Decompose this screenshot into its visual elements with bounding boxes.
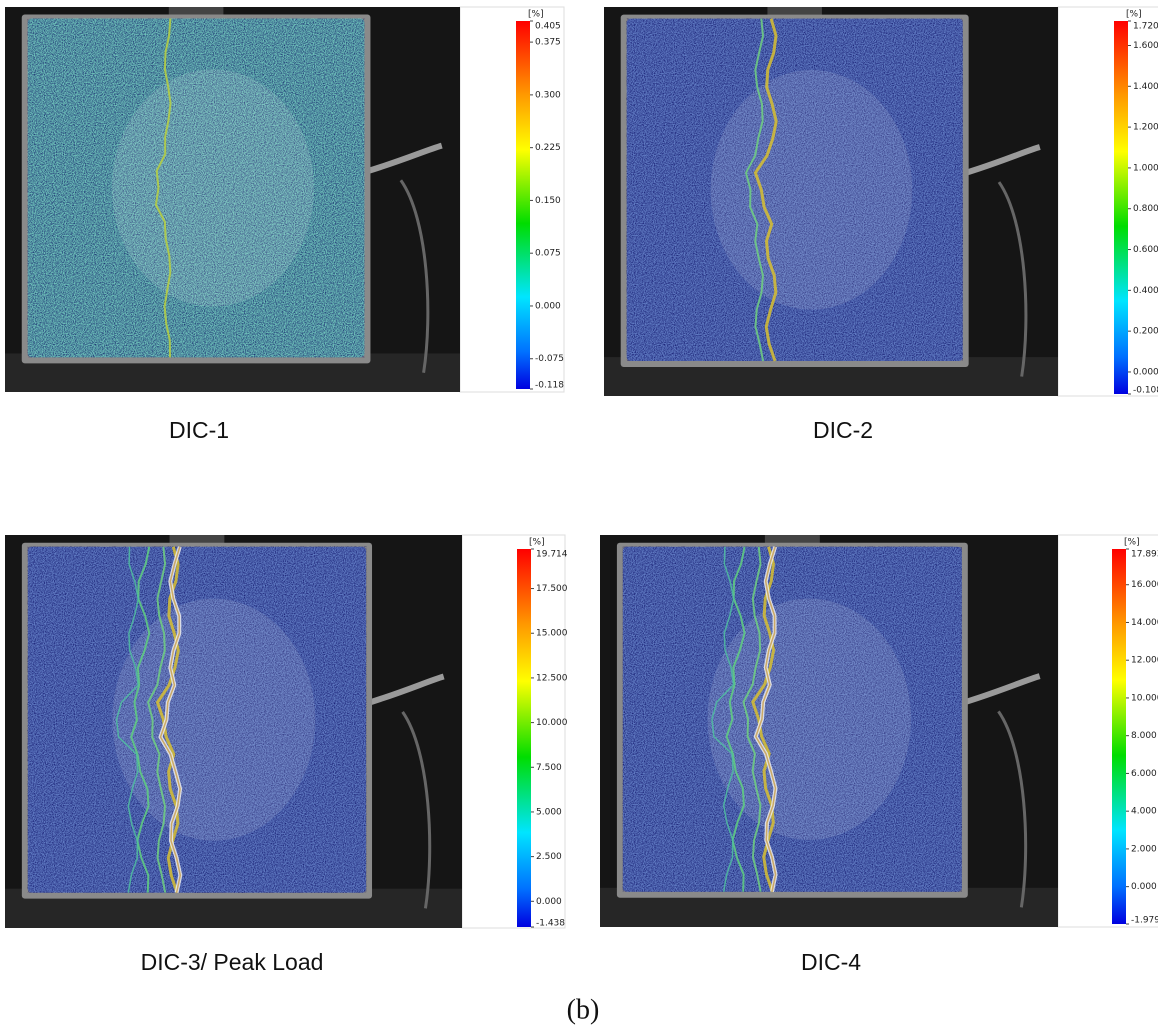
colorbar-tick-label: 0.000: [536, 897, 562, 907]
colorbar-tick-label: -1.979: [1131, 916, 1158, 926]
support-top: [764, 535, 820, 547]
crack: [725, 546, 746, 892]
highlight: [111, 69, 314, 307]
panel: [%] 17.893 16.000 14.000 12.000 10.000 8.000 6.…: [600, 534, 1158, 975]
crack: [744, 18, 765, 362]
crack: [159, 546, 182, 893]
panel: [%] 19.714 17.500 15.000 12.500 10.000 7.500 5.…: [5, 534, 568, 975]
crack: [115, 546, 140, 893]
crack: [711, 546, 735, 892]
colorbar-tick-label: 2.000: [1131, 844, 1157, 854]
colorbar: [516, 21, 530, 389]
colorbar-tick-label: 10.000: [536, 718, 568, 728]
colorbar-tick-label: 17.893: [1131, 550, 1158, 560]
speckle: [626, 18, 963, 361]
support-top: [168, 7, 224, 19]
colorbar-unit: [%]: [528, 10, 544, 20]
highlight: [710, 70, 913, 310]
colorbar-area: [459, 6, 565, 393]
crack: [754, 546, 777, 892]
crack: [154, 18, 172, 358]
highlight: [707, 598, 911, 840]
panel-caption: DIC-2: [813, 417, 873, 443]
colorbar-tick-label: 0.000: [1133, 367, 1158, 377]
colorbar-unit: [%]: [1126, 10, 1142, 20]
colorbar-tick-label: 1.200: [1133, 123, 1158, 133]
colorbar-tick-label: 7.500: [536, 763, 562, 773]
colorbar-unit: [%]: [1124, 538, 1140, 548]
speckle: [27, 546, 367, 893]
colorbar-tick-label: 0.150: [535, 196, 561, 206]
colorbar-area: [461, 534, 566, 929]
colorbar-tick-label: 12.500: [536, 673, 568, 683]
colorbar-tick-label: 6.000: [1131, 769, 1157, 779]
figure-label: (b): [567, 994, 600, 1025]
colorbar-tick-label: 4.000: [1131, 807, 1157, 817]
colorbar-tick-label: 16.000: [1131, 580, 1158, 590]
colorbar-tick-label: 1.600: [1133, 41, 1158, 51]
colorbar: [1114, 21, 1128, 394]
speckle: [27, 18, 365, 358]
colorbar-tick-label: -0.108: [1133, 386, 1158, 396]
colorbar-tick-label: 0.400: [1133, 286, 1158, 296]
colorbar-tick-label: 17.500: [536, 584, 568, 594]
speckle: [622, 546, 962, 892]
cable: [997, 710, 1028, 908]
panel: [%] 0.405 0.375 0.300 0.225 0.150 0.075 0.000 -0…: [5, 6, 565, 443]
panel-caption: DIC-3/ Peak Load: [141, 949, 324, 975]
colorbar-tick-label: 14.000: [1131, 618, 1158, 628]
colorbar-tick-label: 12.000: [1131, 656, 1158, 666]
colorbar-tick-label: 5.000: [536, 807, 562, 817]
colorbar-area: [1057, 6, 1158, 397]
colorbar-tick-label: 0.075: [535, 249, 561, 259]
colorbar-tick-label: -0.075: [535, 354, 564, 364]
support-top: [767, 7, 822, 19]
colorbar-tick-label: 0.375: [535, 38, 561, 48]
colorbar-tick-label: 10.000: [1131, 693, 1158, 703]
colorbar-area: [1057, 534, 1158, 928]
panel-caption: DIC-1: [169, 417, 229, 443]
highlight: [112, 598, 316, 841]
colorbar: [517, 549, 531, 927]
colorbar-tick-label: -1.438: [536, 919, 565, 929]
colorbar: [1112, 549, 1126, 924]
crack: [147, 546, 167, 893]
panel-caption: DIC-4: [801, 949, 861, 975]
colorbar-tick-label: 0.000: [535, 301, 561, 311]
crack: [751, 546, 776, 893]
cable: [401, 710, 432, 909]
cable: [997, 181, 1028, 377]
colorbar-tick-label: -0.118: [535, 381, 564, 391]
colorbar-tick-label: 0.200: [1133, 327, 1158, 337]
crack: [155, 546, 180, 894]
colorbar-tick-label: 0.225: [535, 143, 561, 153]
panel: [%] 1.720 1.600 1.400 1.200 1.000 0.800 0.600 0.…: [604, 6, 1158, 443]
colorbar-tick-label: 15.000: [536, 629, 568, 639]
colorbar-tick-label: 1.720: [1133, 22, 1158, 32]
crack: [742, 546, 762, 892]
cable: [399, 179, 430, 373]
colorbar-tick-label: 8.000: [1131, 731, 1157, 741]
colorbar-unit: [%]: [529, 538, 545, 548]
crack: [130, 546, 151, 893]
colorbar-tick-label: 1.000: [1133, 163, 1158, 173]
colorbar-tick-label: 1.400: [1133, 82, 1158, 92]
colorbar-tick-label: 0.405: [535, 22, 561, 32]
colorbar-tick-label: 0.800: [1133, 204, 1158, 214]
crack: [753, 18, 778, 362]
colorbar-tick-label: 0.300: [535, 90, 561, 100]
colorbar-tick-label: 0.000: [1131, 882, 1157, 892]
colorbar-tick-label: 0.600: [1133, 245, 1158, 255]
colorbar-tick-label: 2.500: [536, 852, 562, 862]
colorbar-tick-label: 19.714: [536, 550, 568, 560]
support-top: [169, 535, 225, 547]
